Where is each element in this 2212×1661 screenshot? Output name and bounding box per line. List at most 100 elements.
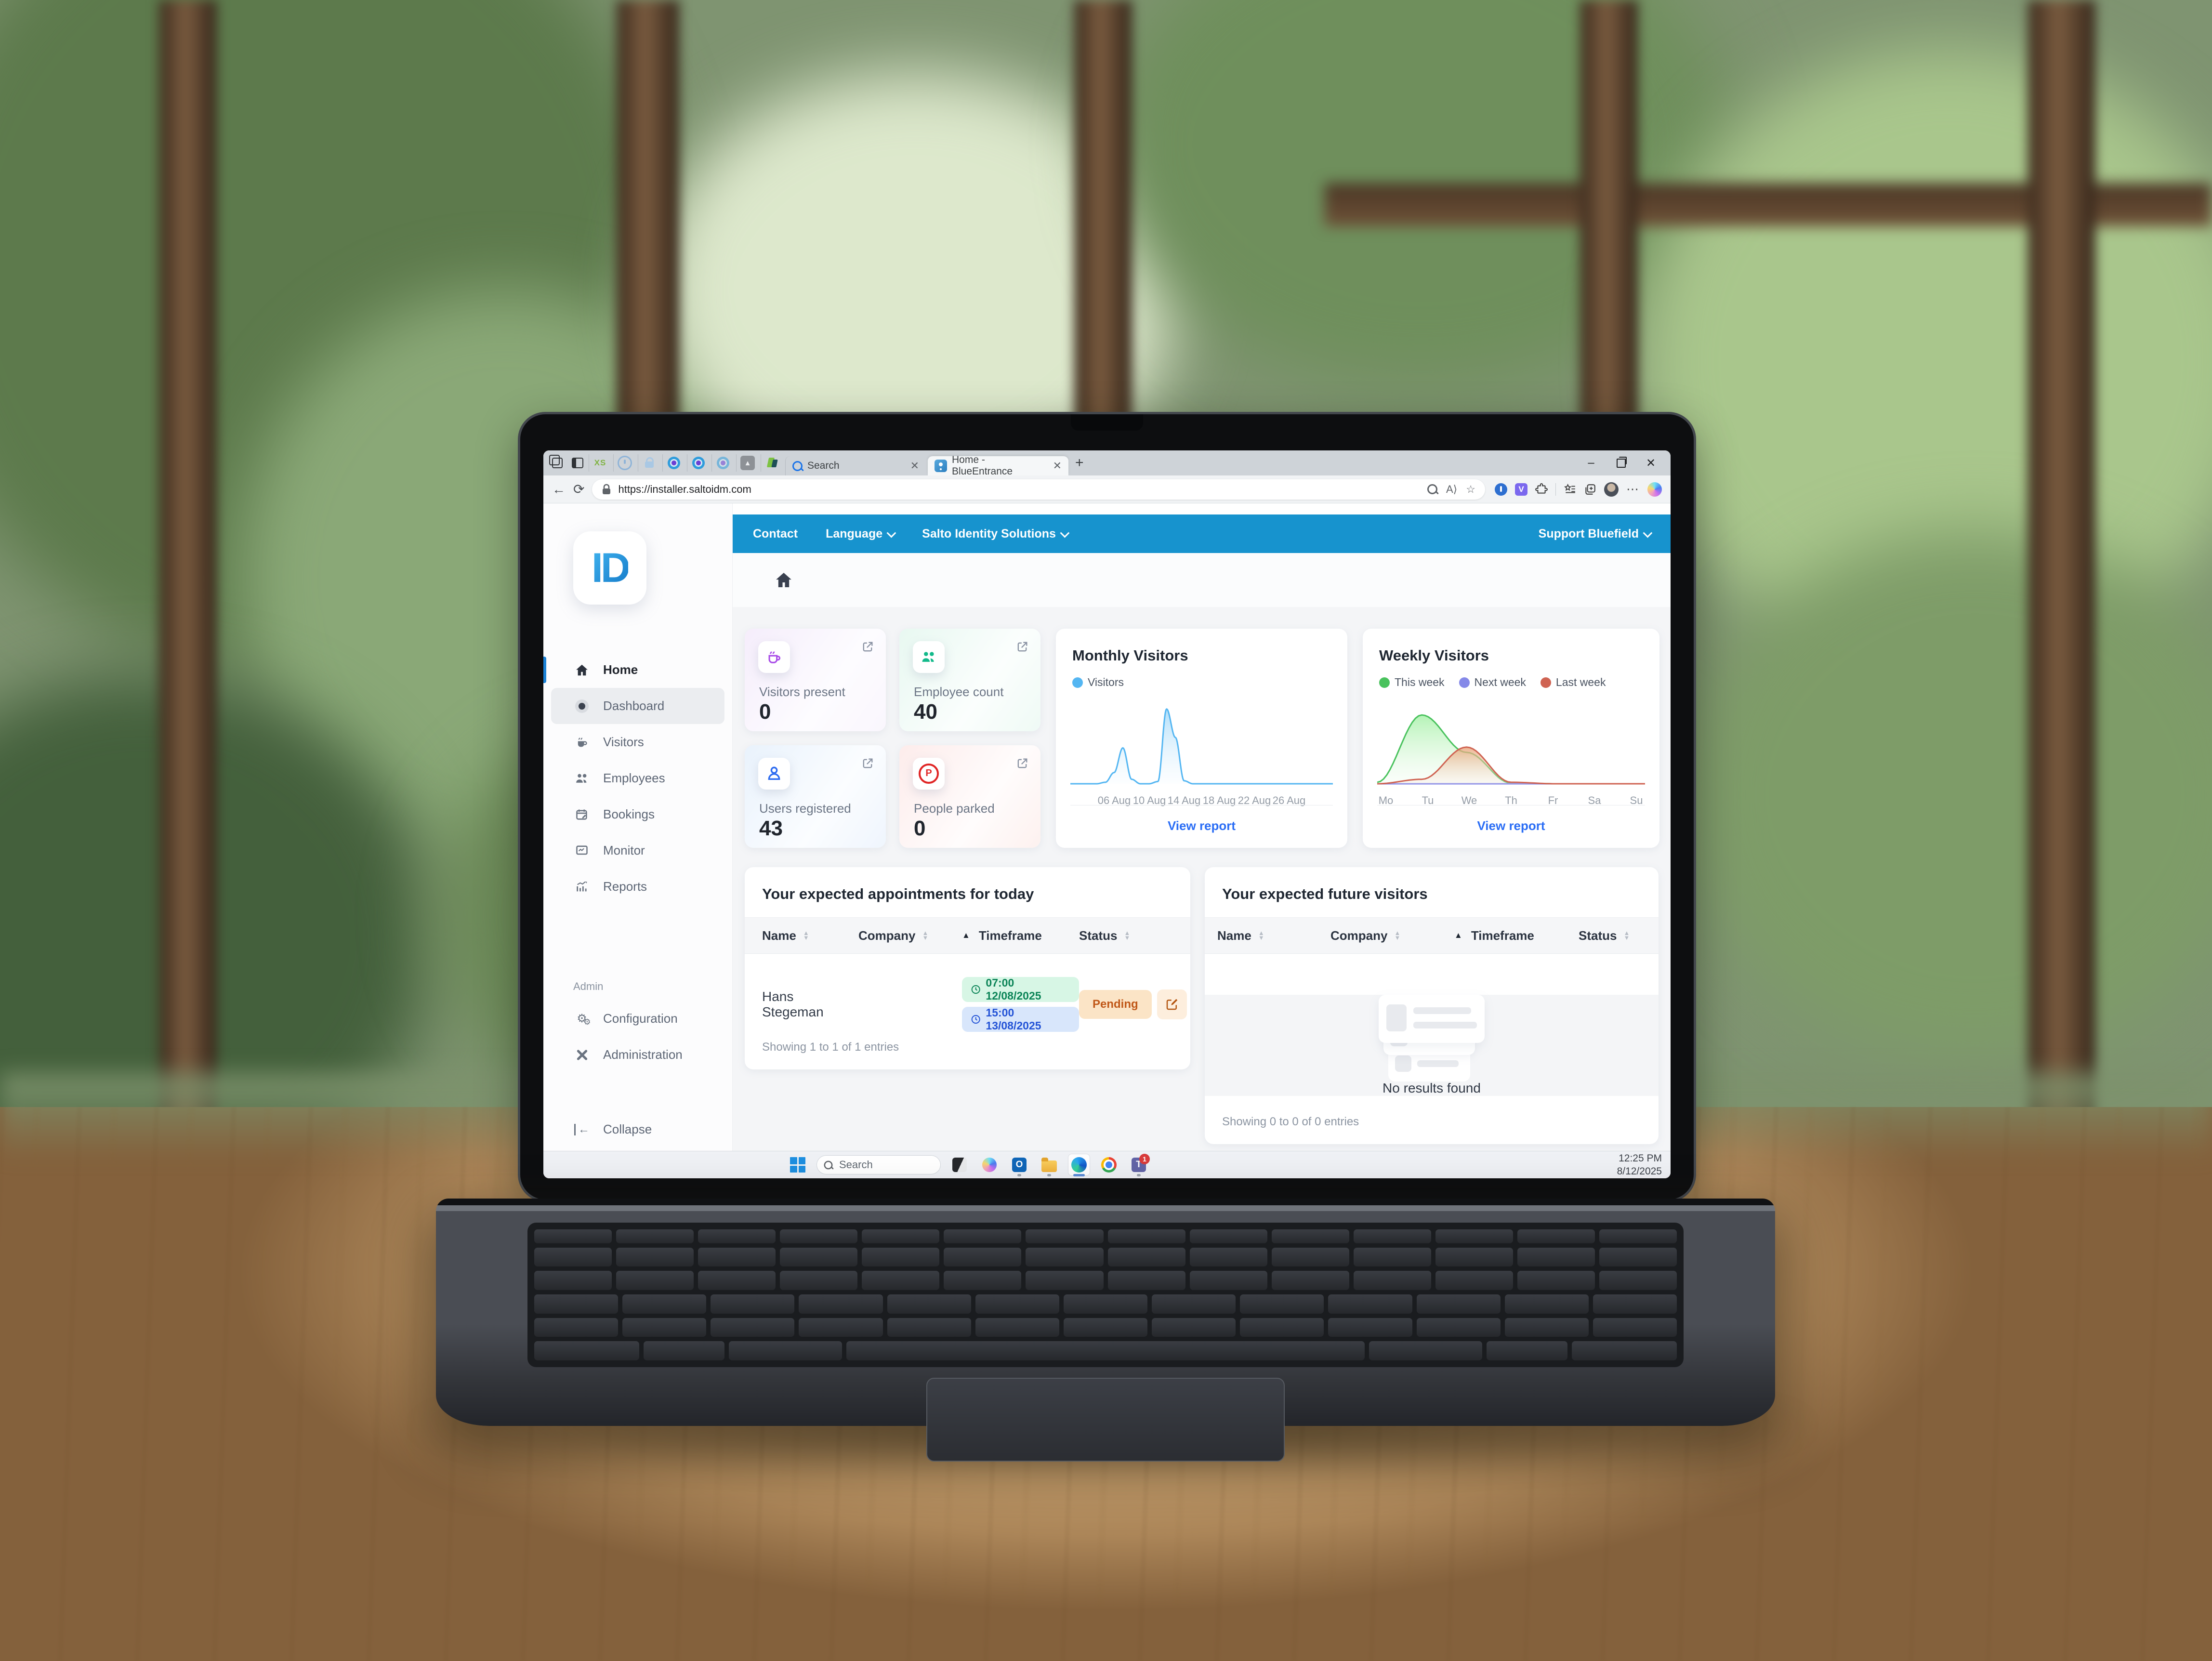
view-report-link[interactable]: View report bbox=[1477, 818, 1545, 833]
pinned-tab-lock[interactable] bbox=[638, 454, 660, 472]
minimize-button[interactable]: – bbox=[1588, 456, 1594, 469]
stat-card-people-parked[interactable]: P People parked 0 bbox=[899, 745, 1040, 848]
breadcrumb-home-icon[interactable] bbox=[774, 570, 793, 590]
workspaces-icon[interactable] bbox=[548, 454, 566, 472]
keyboard-key bbox=[1599, 1247, 1677, 1267]
keyboard-key bbox=[616, 1229, 694, 1243]
pinned-tab-camera-3[interactable] bbox=[711, 454, 734, 472]
v-extension-icon[interactable]: V bbox=[1515, 483, 1527, 496]
pinned-tab-camera-2[interactable] bbox=[687, 454, 710, 472]
stat-card-users-registered[interactable]: Users registered 43 bbox=[745, 745, 886, 848]
column-header-name[interactable]: Name ▲ ▼ bbox=[762, 928, 809, 943]
browser-menu-icon[interactable]: ⋯ bbox=[1626, 482, 1640, 496]
column-header-status[interactable]: Status ▲ ▼ bbox=[1079, 928, 1131, 943]
taskbar-edge[interactable] bbox=[1068, 1154, 1090, 1176]
close-window-button[interactable]: ✕ bbox=[1646, 456, 1656, 470]
weather-widget[interactable] bbox=[550, 1156, 571, 1173]
taskbar-outlook[interactable]: O bbox=[1008, 1154, 1030, 1176]
nav-contact[interactable]: Contact bbox=[753, 527, 798, 540]
windows-logo-icon bbox=[790, 1157, 805, 1173]
address-bar[interactable]: https://installer.saltoidm.com A⟩ ☆ bbox=[592, 479, 1485, 500]
laptop: XS ▲ Search ✕ Home - BlueEntr bbox=[436, 414, 1775, 1462]
nav-support-bluefield[interactable]: Support Bluefield bbox=[1539, 527, 1653, 541]
zoom-icon[interactable] bbox=[1427, 484, 1437, 494]
sidebar-item-configuration[interactable]: ⚙ ⚙ Configuration bbox=[543, 1001, 732, 1037]
external-link-icon[interactable] bbox=[1015, 757, 1029, 773]
browser-tab-strip: XS ▲ Search ✕ Home - BlueEntr bbox=[543, 450, 1671, 477]
split-screen-icon[interactable] bbox=[568, 454, 587, 472]
taskbar-file-explorer[interactable] bbox=[1038, 1154, 1060, 1176]
keyboard-key bbox=[1353, 1271, 1431, 1290]
column-header-company[interactable]: Company ▲ ▼ bbox=[1330, 928, 1401, 943]
profile-avatar[interactable] bbox=[1604, 482, 1619, 497]
tab-search[interactable]: Search ✕ bbox=[785, 456, 926, 475]
taskbar-search[interactable]: Search bbox=[816, 1155, 941, 1174]
copilot-icon[interactable] bbox=[1647, 482, 1662, 497]
refresh-icon[interactable]: ⟳ bbox=[573, 482, 585, 497]
sidebar-item-administration[interactable]: Administration bbox=[543, 1037, 732, 1073]
appointments-panel: Your expected appointments for today Nam… bbox=[745, 867, 1190, 1069]
external-link-icon[interactable] bbox=[1015, 640, 1029, 656]
extensions-puzzle-icon[interactable] bbox=[1535, 483, 1548, 496]
taskbar-copilot[interactable] bbox=[978, 1154, 1001, 1176]
favorite-star-icon[interactable]: ☆ bbox=[1466, 483, 1475, 495]
taskbar-app-dark[interactable] bbox=[948, 1154, 971, 1176]
column-header-status[interactable]: Status ▲ ▼ bbox=[1579, 928, 1630, 943]
close-tab-icon[interactable]: ✕ bbox=[910, 460, 919, 472]
sidebar-item-home[interactable]: Home bbox=[543, 652, 732, 688]
start-button[interactable] bbox=[787, 1154, 809, 1176]
nav-salto-identity-solutions[interactable]: Salto Identity Solutions bbox=[922, 527, 1070, 541]
view-report-link[interactable]: View report bbox=[1167, 818, 1236, 833]
pinned-tab-xs[interactable]: XS bbox=[589, 454, 611, 472]
onepassword-extension-icon[interactable] bbox=[1495, 483, 1507, 496]
sidebar-item-reports[interactable]: Reports bbox=[543, 869, 732, 905]
column-header-timeframe[interactable]: ▲ Timeframe bbox=[1454, 928, 1534, 943]
column-header-company[interactable]: Company ▲ ▼ bbox=[858, 928, 929, 943]
external-link-icon[interactable] bbox=[861, 640, 874, 656]
pinned-tab-onepassword[interactable] bbox=[613, 454, 636, 472]
sidebar-item-visitors[interactable]: Visitors bbox=[543, 724, 732, 760]
sidebar-item-dashboard[interactable]: Dashboard bbox=[551, 688, 724, 724]
read-aloud-icon[interactable]: A⟩ bbox=[1446, 483, 1458, 495]
svg-text:Tu: Tu bbox=[1422, 794, 1434, 806]
pinned-tab-camera-1[interactable] bbox=[662, 454, 685, 472]
sidebar-item-employees[interactable]: Employees bbox=[543, 760, 732, 796]
camera-notch bbox=[1071, 414, 1143, 431]
parking-icon: P bbox=[913, 757, 945, 790]
app-logo[interactable]: ID bbox=[573, 531, 646, 605]
external-link-icon[interactable] bbox=[861, 757, 874, 773]
favorites-list-icon[interactable] bbox=[1564, 483, 1576, 496]
sidebar-item-label: Reports bbox=[603, 879, 647, 894]
keyboard-key bbox=[1353, 1229, 1431, 1243]
search-icon bbox=[792, 461, 803, 471]
restore-button[interactable] bbox=[1606, 453, 1636, 473]
table-row[interactable]: Hans Stegeman 07:00 12/08/2025 15:00 13/… bbox=[745, 954, 1190, 1055]
column-header-timeframe[interactable]: ▲ Timeframe bbox=[962, 928, 1042, 943]
svg-text:22 Aug: 22 Aug bbox=[1238, 794, 1271, 806]
new-tab-button[interactable]: + bbox=[1075, 455, 1084, 471]
collections-icon[interactable] bbox=[1584, 483, 1596, 496]
edit-appointment-button[interactable] bbox=[1157, 989, 1187, 1019]
sidebar-item-label: Dashboard bbox=[603, 699, 665, 713]
column-header-name[interactable]: Name ▲ ▼ bbox=[1217, 928, 1264, 943]
stat-card-employee-count[interactable]: Employee count 40 bbox=[899, 629, 1040, 731]
keyboard-key bbox=[1240, 1318, 1324, 1337]
stat-card-visitors-present[interactable]: Visitors present 0 bbox=[745, 629, 886, 731]
taskbar-clock[interactable]: 12:25 PM 8/12/2025 bbox=[1617, 1152, 1662, 1178]
keyboard-key bbox=[622, 1294, 707, 1314]
sidebar-collapse-button[interactable]: ← Collapse bbox=[543, 1111, 732, 1147]
pinned-tab-leaf[interactable] bbox=[761, 454, 783, 472]
window-post bbox=[159, 0, 217, 1147]
close-tab-icon[interactable]: ✕ bbox=[1053, 460, 1062, 472]
tab-home-blueentrance[interactable]: Home - BlueEntrance ✕ bbox=[928, 454, 1068, 477]
keyboard-key bbox=[711, 1294, 795, 1314]
empty-state: No results found bbox=[1205, 995, 1659, 1096]
sidebar-item-monitor[interactable]: Monitor bbox=[543, 832, 732, 869]
chevron-down-icon bbox=[1643, 528, 1653, 538]
nav-language[interactable]: Language bbox=[826, 527, 896, 541]
taskbar-chrome[interactable] bbox=[1098, 1154, 1120, 1176]
sidebar-item-bookings[interactable]: Bookings bbox=[543, 796, 732, 832]
pinned-tab-triangle[interactable]: ▲ bbox=[736, 454, 759, 472]
back-icon[interactable]: ← bbox=[552, 481, 566, 497]
